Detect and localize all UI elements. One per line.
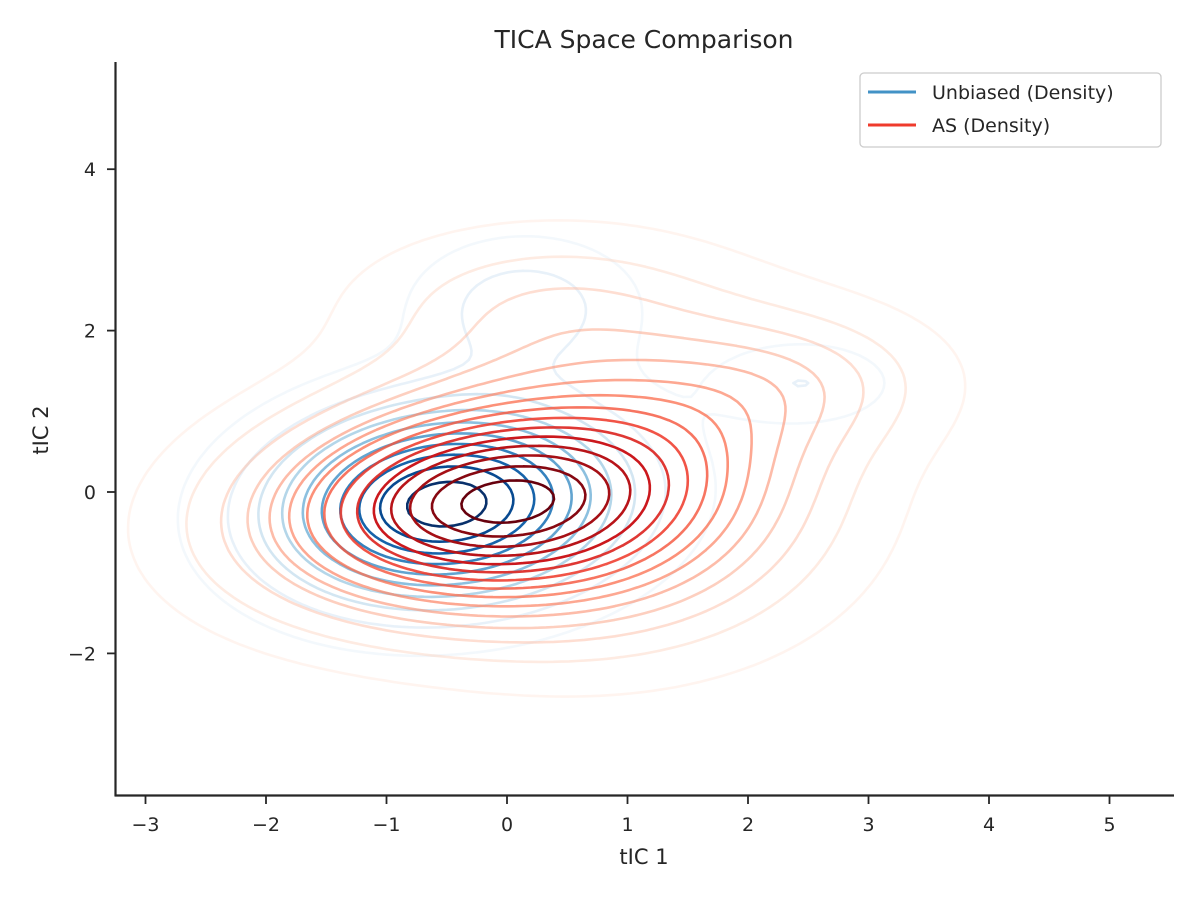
y-axis-label: tIC 2 — [29, 405, 53, 454]
y-tick-label: 4 — [84, 159, 96, 181]
legend-label-as: AS (Density) — [932, 115, 1050, 137]
as-contour-level — [185, 255, 907, 664]
as-contour-level — [389, 444, 632, 558]
x-tick-label: 4 — [983, 814, 995, 836]
as-contour-level — [306, 393, 729, 599]
as-density-contours — [126, 219, 967, 698]
x-tick-label: 1 — [621, 814, 633, 836]
x-tick-label: 3 — [862, 814, 874, 836]
as-contour-level — [323, 406, 709, 590]
x-tick-label: −3 — [131, 814, 159, 836]
x-tick-label: 2 — [742, 814, 754, 836]
as-contour-level — [287, 378, 753, 608]
plot-area — [126, 219, 967, 698]
chart-title: TICA Space Comparison — [494, 25, 794, 54]
y-tick-label: 0 — [84, 482, 96, 504]
x-axis-label: tIC 1 — [619, 845, 668, 869]
x-tick-label: 0 — [501, 814, 513, 836]
as-contour-level — [339, 416, 690, 582]
as-contour-level — [430, 465, 587, 538]
x-tick-label: −1 — [372, 814, 400, 836]
x-tick-label: 5 — [1103, 814, 1115, 836]
legend-box — [859, 72, 1162, 148]
x-axis-ticks: −3 −2 −1 0 1 2 3 4 5 — [131, 796, 1116, 836]
as-contour-level — [126, 219, 967, 698]
unbiased-contour-level — [176, 235, 886, 658]
as-contour-level — [219, 287, 865, 644]
legend-label-unbiased: Unbiased (Density) — [932, 82, 1114, 104]
y-axis-ticks: −2 0 2 4 — [68, 159, 115, 665]
x-tick-label: −2 — [252, 814, 280, 836]
legend: Unbiased (Density) AS (Density) — [859, 72, 1162, 148]
as-contour-level — [268, 358, 787, 618]
as-contour-level — [355, 426, 671, 574]
as-contour-level — [460, 479, 556, 524]
as-contour-level — [372, 435, 652, 566]
as-contour-level — [246, 328, 826, 630]
as-contour-level — [408, 454, 611, 549]
y-tick-label: 2 — [84, 321, 96, 343]
y-tick-label: −2 — [68, 643, 96, 665]
